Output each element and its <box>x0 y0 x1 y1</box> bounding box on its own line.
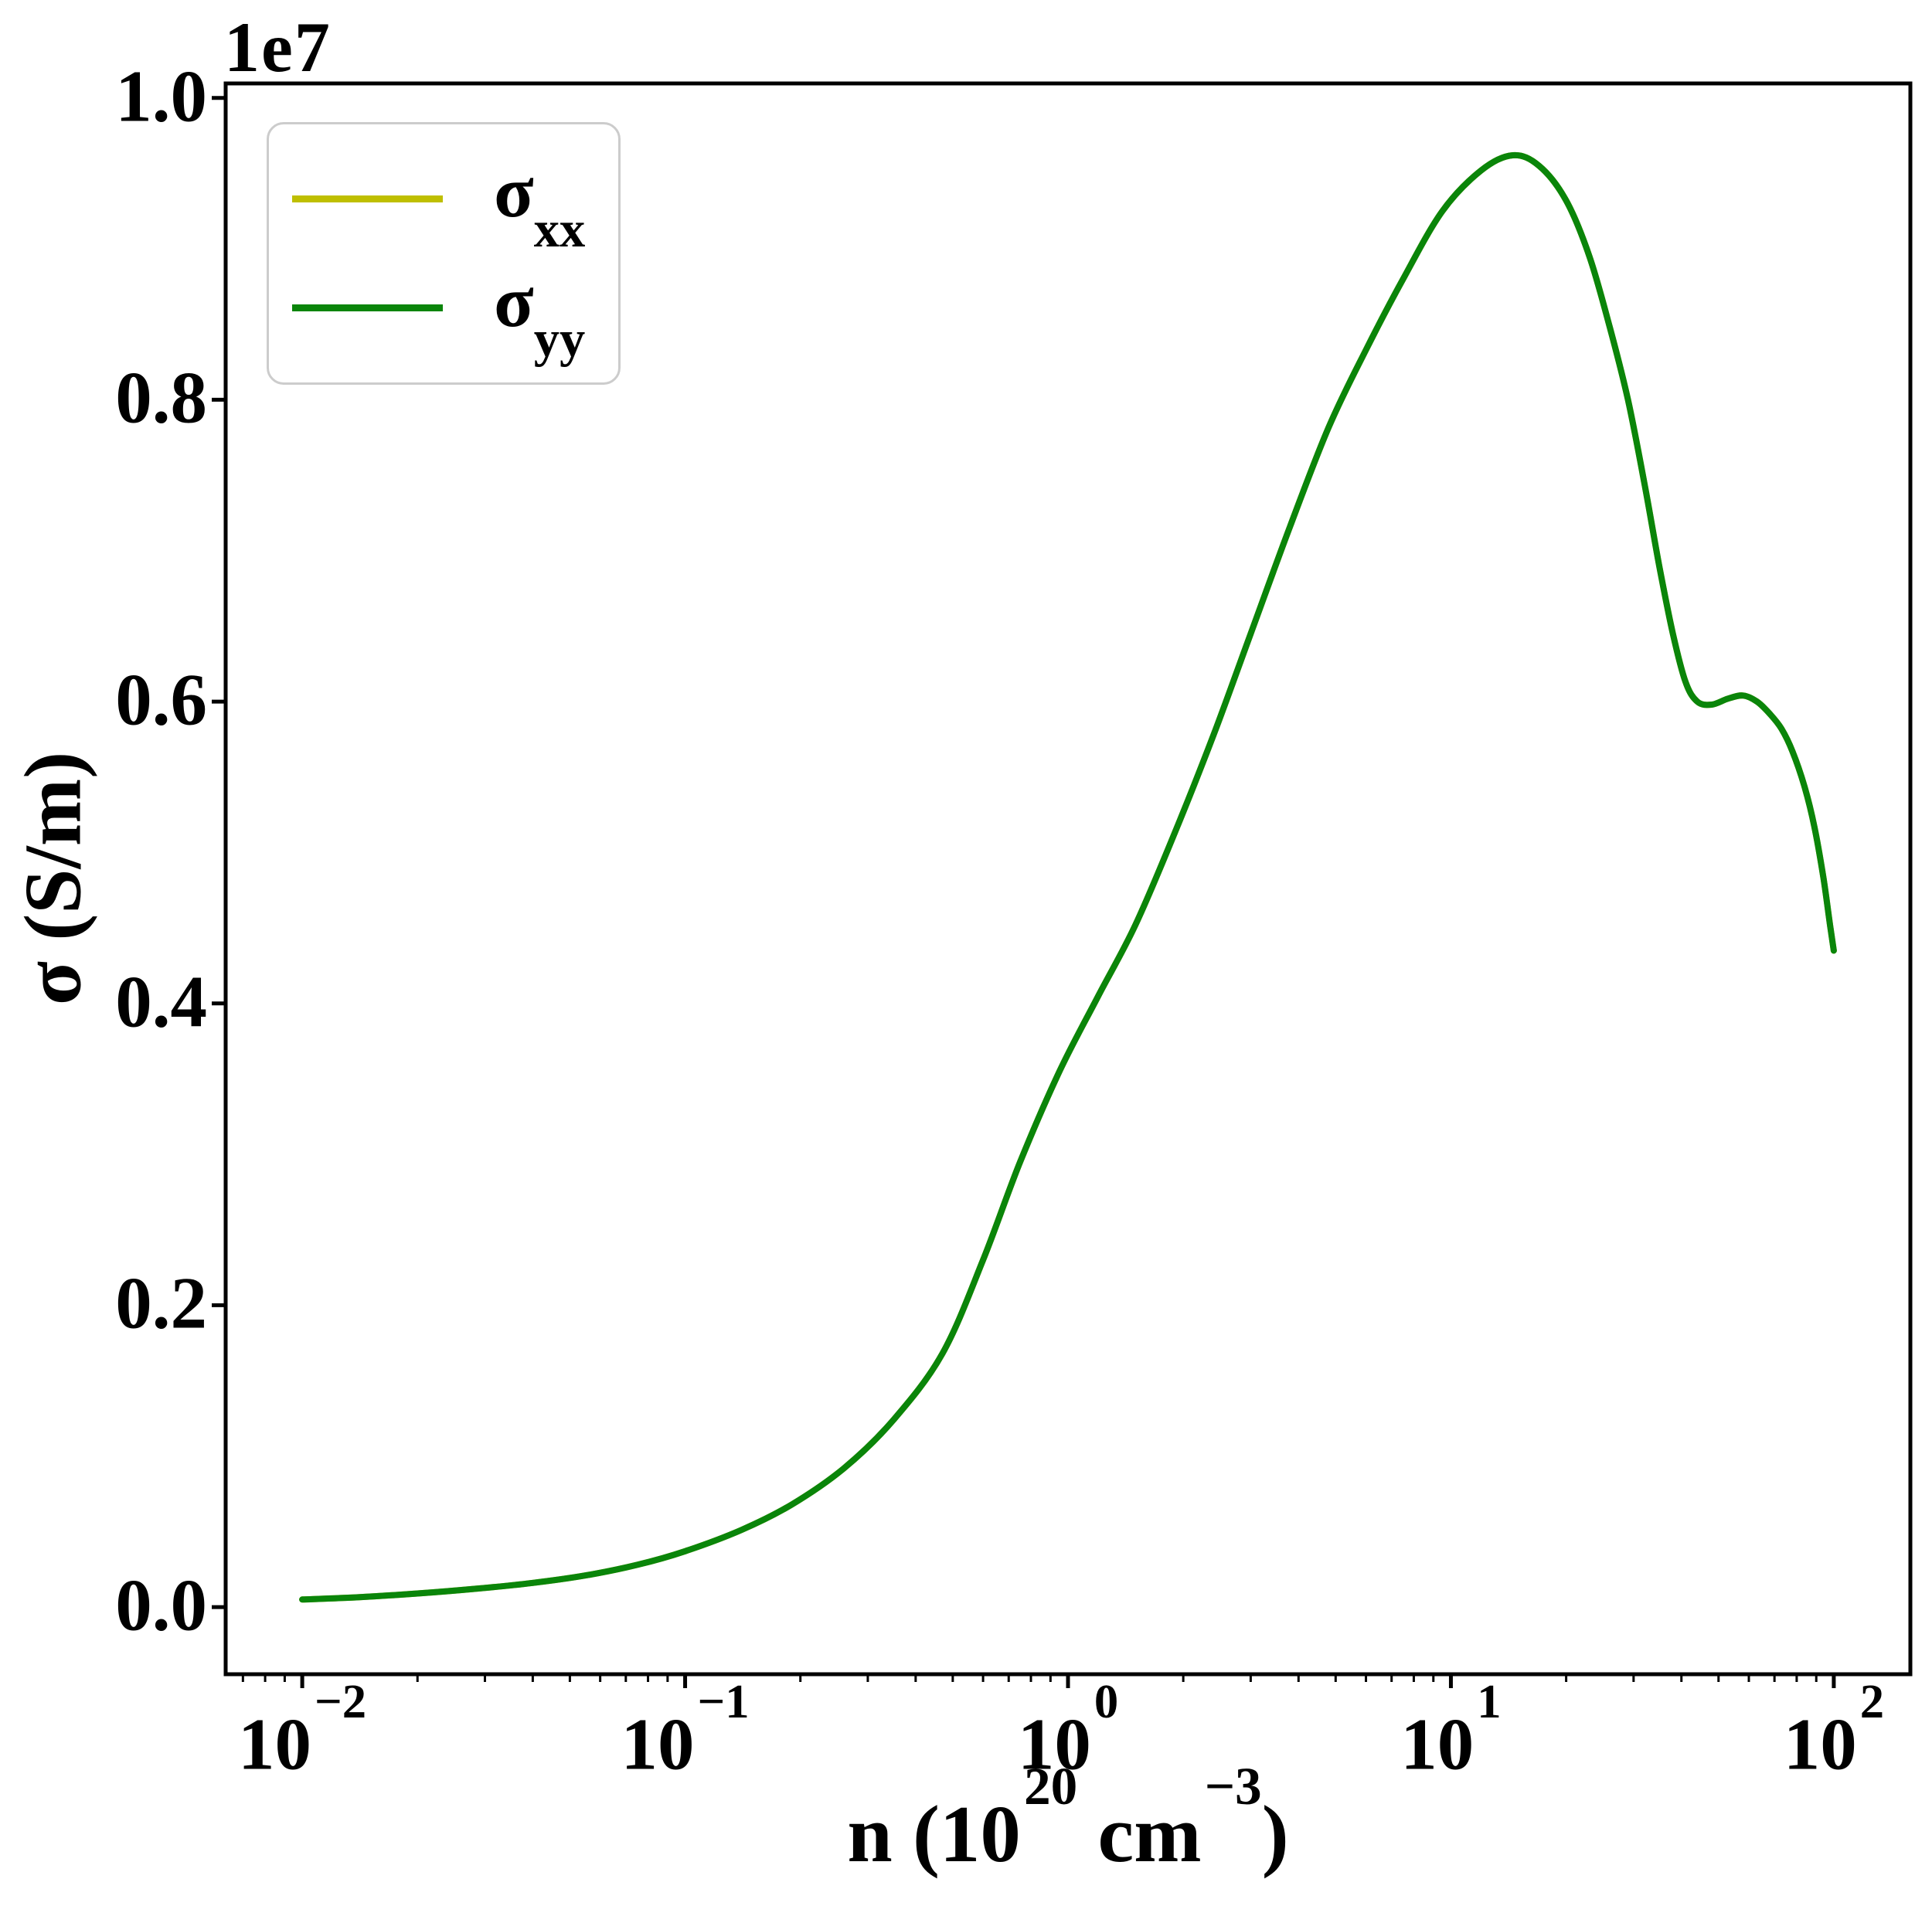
x-tick-label: 102 <box>1783 1673 1885 1785</box>
x-axis-label-prefix: n (10 <box>847 1789 1021 1879</box>
legend-entry-sigma-xx: σxx <box>292 155 595 256</box>
legend-label-sigma-xx-sub: xx <box>533 201 586 258</box>
legend-label-sigma-yy-base: σ <box>494 260 534 343</box>
y-tick-label: 0.8 <box>115 357 207 440</box>
y-tick-label: 1.0 <box>115 55 207 138</box>
axes-spines <box>223 81 1913 1677</box>
y-tick-label: 0.0 <box>115 1564 207 1646</box>
legend-entry-sigma-yy: σyy <box>292 265 595 365</box>
x-axis-label-mid: cm <box>1077 1789 1202 1879</box>
y-tick-label: 0.4 <box>115 960 207 1043</box>
x-tick-label: 100 <box>1017 1673 1119 1785</box>
legend-label-sigma-xx: σxx <box>494 155 585 256</box>
legend-label-sigma-yy: σyy <box>494 265 585 365</box>
legend-label-sigma-yy-sub: yy <box>533 311 586 368</box>
x-axis-label-exponent-minus3: −3 <box>1204 1755 1262 1816</box>
x-axis-label-exponent-20: 20 <box>1023 1755 1078 1816</box>
y-tick-label: 0.2 <box>115 1262 207 1345</box>
legend-line-sample-sigma-yy <box>292 304 443 312</box>
legend-line-sample-sigma-xx <box>292 195 443 202</box>
x-axis-label-suffix: ) <box>1261 1789 1289 1879</box>
y-axis-offset-text: 1e7 <box>224 8 332 87</box>
series-line-sigma_yy <box>299 151 1837 1603</box>
legend-label-sigma-xx-base: σ <box>494 151 534 233</box>
x-axis-label: n (1020 cm−3) <box>847 1759 1288 1874</box>
x-tick-label: 10−1 <box>621 1673 750 1785</box>
x-tick-label: 10−2 <box>238 1673 367 1785</box>
y-tick-label: 0.6 <box>115 658 207 741</box>
x-tick-label: 101 <box>1400 1673 1502 1785</box>
legend: σxx σyy <box>267 122 621 385</box>
